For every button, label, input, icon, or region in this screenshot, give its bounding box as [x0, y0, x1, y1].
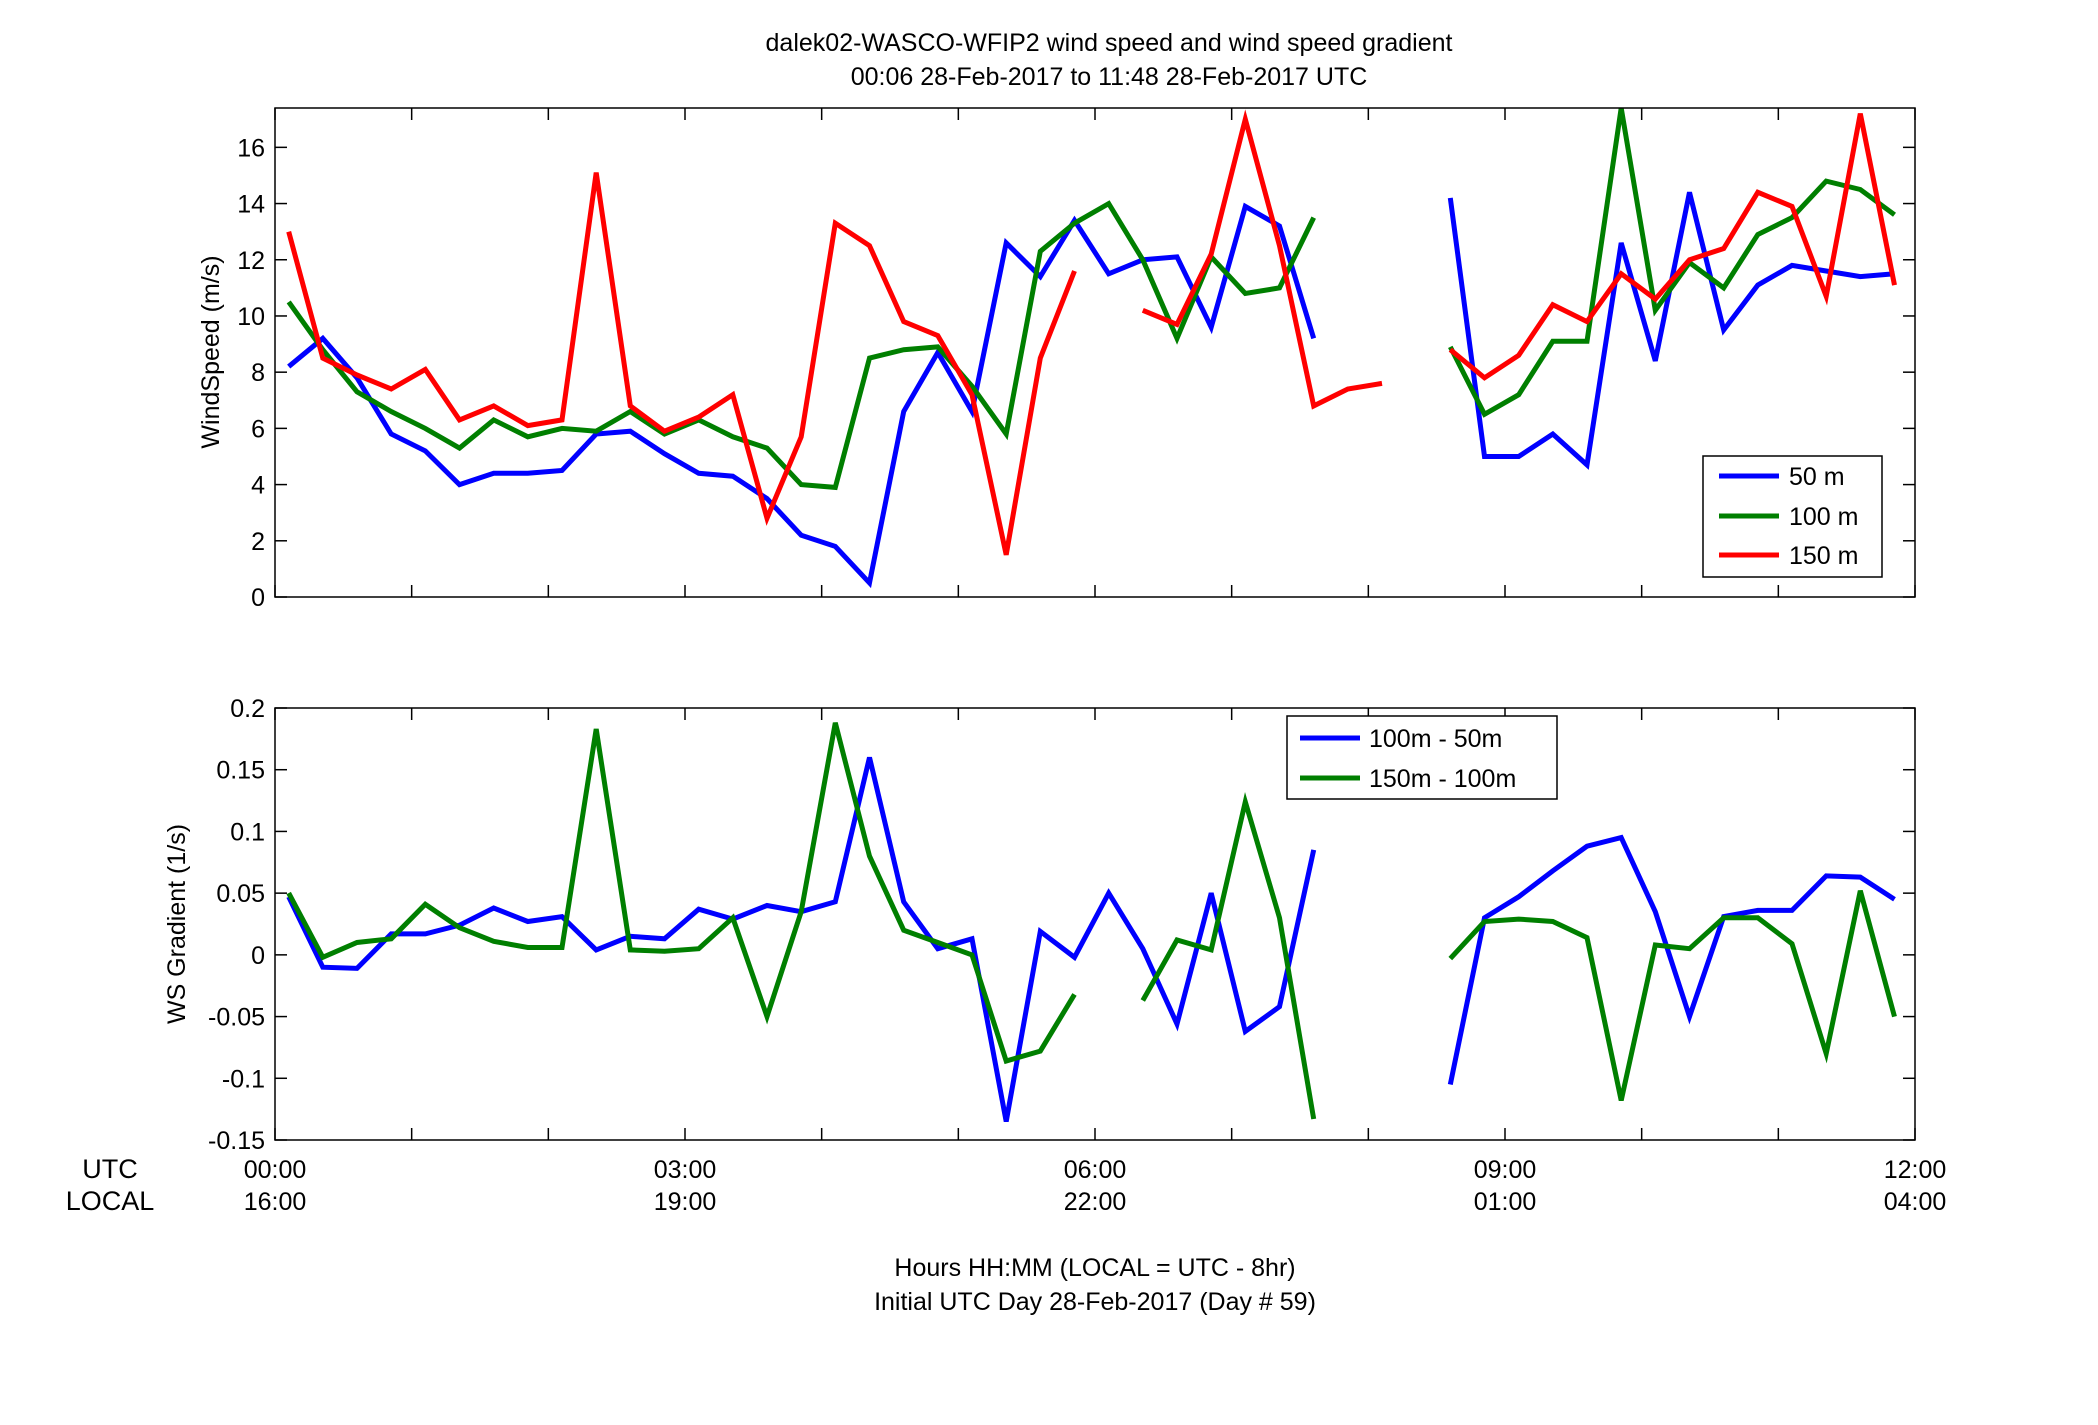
- local-tick-labels: 16:00 19:00 22:00 01:00 04:00: [244, 1188, 1947, 1216]
- series-line-150m-100m-seg2: [1448, 890, 1897, 1102]
- windspeed-ytick-label: 4: [251, 472, 265, 500]
- gradient-yticks: -0.15 -0.1 -0.05 0 0.05 0.1 0.15 0.2: [208, 695, 1915, 1155]
- series-line-150-m-seg0: [286, 172, 1077, 556]
- local-tick-label: 16:00: [244, 1188, 307, 1216]
- series-line-100m-50m-seg1: [1447, 834, 1896, 1086]
- windspeed-panel: 0 2 4 6 8 10 12 14 16 WindSpeed (m/s) 50 m 100 m…: [197, 107, 1916, 612]
- series-line-150-m-seg1: [1141, 109, 1383, 410]
- series-line-100-m-seg0: [286, 200, 1316, 491]
- gradient-ytick-label: -0.15: [208, 1127, 265, 1155]
- figure-title-line1: dalek02-WASCO-WFIP2 wind speed and wind …: [766, 29, 1453, 57]
- windspeed-series-lines: [286, 107, 1897, 589]
- windspeed-ytick-label: 8: [251, 359, 265, 387]
- gradient-ytick-label: 0: [251, 942, 265, 970]
- gradient-series-lines: [286, 722, 1897, 1122]
- windspeed-ytick-label: 16: [237, 134, 265, 162]
- xlabel-line2: Initial UTC Day 28-Feb-2017 (Day # 59): [874, 1288, 1316, 1316]
- windspeed-ytick-label: 2: [251, 528, 265, 556]
- utc-row-label: UTC: [82, 1154, 138, 1184]
- series-line-150m-100m-seg0: [286, 722, 1077, 1065]
- windspeed-ytick-label: 14: [237, 191, 265, 219]
- legend-label-50m: 50 m: [1789, 463, 1845, 491]
- gradient-legend: 100m - 50m 150m - 100m: [1286, 715, 1558, 800]
- gradient-ytick-label: -0.05: [208, 1004, 265, 1032]
- gradient-panel: -0.15 -0.1 -0.05 0 0.05 0.1 0.15 0.2 WS Gradien…: [163, 695, 1916, 1155]
- windspeed-legend: 50 m 100 m 150 m: [1702, 455, 1883, 578]
- gradient-ytick-label: -0.1: [222, 1065, 265, 1093]
- local-tick-label: 04:00: [1884, 1188, 1947, 1216]
- gradient-ytick-label: 0.1: [230, 818, 265, 846]
- series-line-150-m-seg2: [1448, 113, 1897, 381]
- local-tick-label: 01:00: [1474, 1188, 1537, 1216]
- figure-title-line2: 00:06 28-Feb-2017 to 11:48 28-Feb-2017 U…: [851, 63, 1368, 91]
- gradient-xticks: [274, 708, 1916, 1140]
- legend-label-100m: 100 m: [1789, 503, 1858, 531]
- gradient-ytick-label: 0.15: [216, 757, 265, 785]
- local-tick-label: 22:00: [1064, 1188, 1127, 1216]
- local-row-label: LOCAL: [66, 1186, 155, 1216]
- local-tick-label: 19:00: [654, 1188, 717, 1216]
- windspeed-ytick-label: 10: [237, 303, 265, 331]
- utc-tick-labels: 00:00 03:00 06:00 09:00 12:00: [244, 1156, 1947, 1184]
- windspeed-ytick-label: 0: [251, 584, 265, 612]
- gradient-ytick-label: 0.2: [230, 695, 265, 723]
- gradient-legend-box: [1286, 715, 1558, 800]
- series-line-150m-100m-seg1: [1140, 791, 1317, 1120]
- windspeed-ytick-label: 12: [237, 247, 265, 275]
- utc-tick-label: 03:00: [654, 1156, 717, 1184]
- legend-label-150m: 150 m: [1789, 542, 1858, 570]
- windspeed-xticks: [274, 108, 1916, 597]
- utc-tick-label: 12:00: [1884, 1156, 1947, 1184]
- gradient-ylabel: WS Gradient (1/s): [163, 824, 191, 1024]
- utc-tick-label: 00:00: [244, 1156, 307, 1184]
- utc-tick-label: 09:00: [1474, 1156, 1537, 1184]
- gradient-ytick-label: 0.05: [216, 880, 265, 908]
- utc-tick-label: 06:00: [1064, 1156, 1127, 1184]
- windspeed-yticks: 0 2 4 6 8 10 12 14 16: [237, 134, 1915, 612]
- windspeed-ytick-label: 6: [251, 415, 265, 443]
- series-line-100-m-seg1: [1448, 107, 1896, 418]
- xlabel-line1: Hours HH:MM (LOCAL = UTC - 8hr): [894, 1254, 1295, 1282]
- legend-label-100m-50m: 100m - 50m: [1369, 725, 1502, 753]
- windspeed-ylabel: WindSpeed (m/s): [197, 255, 225, 448]
- legend-label-150m-100m: 150m - 100m: [1369, 765, 1516, 793]
